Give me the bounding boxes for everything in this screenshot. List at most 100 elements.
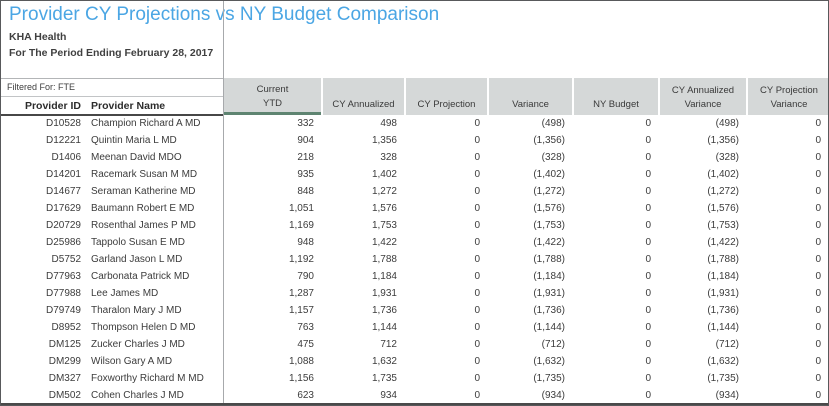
organization-name: KHA Health bbox=[9, 31, 67, 43]
provider-name-cell: Tharalon Mary J MD bbox=[91, 305, 182, 316]
column-header-cy-projection-variance[interactable]: CY Projection Variance bbox=[748, 78, 828, 115]
provider-id-cell: D14201 bbox=[45, 169, 81, 180]
provider-id-cell: D20729 bbox=[45, 220, 81, 231]
table-row[interactable]: D77988 Lee James MD 1,287 1,931 0 (1,931… bbox=[1, 285, 828, 302]
provider-name-cell: Carbonata Patrick MD bbox=[91, 271, 190, 282]
cy-annualized-cell: 1,753 bbox=[371, 220, 397, 231]
cy-annualized-variance-cell: (1,632) bbox=[707, 356, 739, 367]
cy-projection-variance-cell: 0 bbox=[815, 203, 821, 214]
provider-name-cell: Wilson Gary A MD bbox=[91, 356, 173, 367]
provider-id-cell: D12221 bbox=[45, 135, 81, 146]
variance-cell: (1,735) bbox=[533, 373, 565, 384]
current-ytd-cell: 1,156 bbox=[288, 373, 314, 384]
variance-cell: (1,402) bbox=[533, 169, 565, 180]
cy-annualized-cell: 1,422 bbox=[371, 237, 397, 248]
cy-annualized-variance-cell: (1,184) bbox=[707, 271, 739, 282]
variance-cell: (328) bbox=[541, 152, 565, 163]
cy-annualized-variance-cell: (1,402) bbox=[707, 169, 739, 180]
provider-id-cell: D5752 bbox=[51, 254, 81, 265]
cy-annualized-variance-cell: (1,931) bbox=[707, 288, 739, 299]
table-row[interactable]: D5752 Garland Jason L MD 1,192 1,788 0 (… bbox=[1, 251, 828, 268]
provider-name-cell: Tappolo Susan E MD bbox=[91, 237, 185, 248]
provider-name-cell: Seraman Katherine MD bbox=[91, 186, 196, 197]
current-ytd-cell: 1,192 bbox=[288, 254, 314, 265]
provider-name-cell: Quintin Maria L MD bbox=[91, 135, 177, 146]
table-row[interactable]: D14677 Seraman Katherine MD 848 1,272 0 … bbox=[1, 183, 828, 200]
cy-projection-cell: 0 bbox=[474, 237, 480, 248]
table-body: D10528 Champion Richard A MD 332 498 0 (… bbox=[1, 115, 828, 405]
table-row[interactable]: D14201 Racemark Susan M MD 935 1,402 0 (… bbox=[1, 166, 828, 183]
ny-budget-cell: 0 bbox=[645, 356, 651, 367]
column-header-current-ytd[interactable]: Current YTD bbox=[224, 78, 321, 115]
cy-annualized-cell: 1,184 bbox=[371, 271, 397, 282]
cy-annualized-cell: 1,402 bbox=[371, 169, 397, 180]
provider-name-cell: Foxworthy Richard M MD bbox=[91, 373, 204, 384]
cy-annualized-variance-cell: (712) bbox=[715, 339, 739, 350]
cy-annualized-variance-cell: (498) bbox=[715, 118, 739, 129]
table-row[interactable]: DM125 Zucker Charles J MD 475 712 0 (712… bbox=[1, 336, 828, 353]
table-row[interactable]: D8952 Thompson Helen D MD 763 1,144 0 (1… bbox=[1, 319, 828, 336]
provider-id-cell: D79749 bbox=[45, 305, 81, 316]
cy-annualized-cell: 934 bbox=[380, 390, 397, 401]
ny-budget-cell: 0 bbox=[645, 152, 651, 163]
current-ytd-cell: 848 bbox=[297, 186, 314, 197]
row-header-area: Filtered For: FTE Provider ID Provider N… bbox=[1, 78, 223, 116]
cy-projection-variance-cell: 0 bbox=[815, 254, 821, 265]
cy-annualized-cell: 1,931 bbox=[371, 288, 397, 299]
cy-projection-variance-cell: 0 bbox=[815, 305, 821, 316]
table-row[interactable]: D79749 Tharalon Mary J MD 1,157 1,736 0 … bbox=[1, 302, 828, 319]
table-row[interactable]: DM327 Foxworthy Richard M MD 1,156 1,735… bbox=[1, 370, 828, 387]
current-ytd-cell: 1,169 bbox=[288, 220, 314, 231]
variance-cell: (1,931) bbox=[533, 288, 565, 299]
provider-id-header[interactable]: Provider ID bbox=[24, 99, 81, 112]
provider-id-cell: D10528 bbox=[45, 118, 81, 129]
cy-projection-cell: 0 bbox=[474, 152, 480, 163]
table-row[interactable]: D25986 Tappolo Susan E MD 948 1,422 0 (1… bbox=[1, 234, 828, 251]
variance-cell: (1,356) bbox=[533, 135, 565, 146]
cy-projection-cell: 0 bbox=[474, 322, 480, 333]
column-header-variance[interactable]: Variance bbox=[489, 78, 572, 115]
current-ytd-cell: 1,088 bbox=[288, 356, 314, 367]
cy-annualized-variance-cell: (1,735) bbox=[707, 373, 739, 384]
table-row[interactable]: DM502 Cohen Charles J MD 623 934 0 (934)… bbox=[1, 387, 828, 404]
column-header-cy-annualized-variance[interactable]: CY Annualized Variance bbox=[660, 78, 746, 115]
cy-projection-cell: 0 bbox=[474, 373, 480, 384]
ny-budget-cell: 0 bbox=[645, 373, 651, 384]
cy-annualized-variance-cell: (934) bbox=[715, 390, 739, 401]
cy-projection-cell: 0 bbox=[474, 288, 480, 299]
column-header-area: Current YTD CY Annualized CY Projection … bbox=[224, 78, 828, 115]
provider-name-header[interactable]: Provider Name bbox=[91, 99, 166, 112]
column-header-cy-annualized[interactable]: CY Annualized bbox=[323, 78, 404, 115]
ny-budget-cell: 0 bbox=[645, 135, 651, 146]
variance-cell: (1,736) bbox=[533, 305, 565, 316]
column-header-ny-budget[interactable]: NY Budget bbox=[574, 78, 658, 115]
row-header-labels: Provider ID Provider Name bbox=[1, 97, 223, 116]
table-row[interactable]: D77963 Carbonata Patrick MD 790 1,184 0 … bbox=[1, 268, 828, 285]
cy-projection-cell: 0 bbox=[474, 220, 480, 231]
cy-projection-cell: 0 bbox=[474, 356, 480, 367]
table-row[interactable]: D1406 Meenan David MDO 218 328 0 (328) 0… bbox=[1, 149, 828, 166]
table-row[interactable]: D10528 Champion Richard A MD 332 498 0 (… bbox=[1, 115, 828, 132]
cy-projection-variance-cell: 0 bbox=[815, 237, 821, 248]
cy-projection-variance-cell: 0 bbox=[815, 322, 821, 333]
table-header: Filtered For: FTE Provider ID Provider N… bbox=[1, 78, 828, 116]
frozen-pane-divider[interactable] bbox=[223, 1, 224, 405]
cy-projection-variance-cell: 0 bbox=[815, 288, 821, 299]
cy-annualized-cell: 712 bbox=[380, 339, 397, 350]
column-header-cy-projection[interactable]: CY Projection bbox=[406, 78, 487, 115]
table-row[interactable]: DM299 Wilson Gary A MD 1,088 1,632 0 (1,… bbox=[1, 353, 828, 370]
variance-cell: (1,144) bbox=[533, 322, 565, 333]
variance-cell: (1,422) bbox=[533, 237, 565, 248]
variance-cell: (1,753) bbox=[533, 220, 565, 231]
ny-budget-cell: 0 bbox=[645, 339, 651, 350]
ny-budget-cell: 0 bbox=[645, 322, 651, 333]
table-row[interactable]: D12221 Quintin Maria L MD 904 1,356 0 (1… bbox=[1, 132, 828, 149]
cy-projection-variance-cell: 0 bbox=[815, 339, 821, 350]
table-row[interactable]: D20729 Rosenthal James P MD 1,169 1,753 … bbox=[1, 217, 828, 234]
cy-annualized-variance-cell: (1,272) bbox=[707, 186, 739, 197]
table-row[interactable]: D17629 Baumann Robert E MD 1,051 1,576 0… bbox=[1, 200, 828, 217]
cy-projection-variance-cell: 0 bbox=[815, 135, 821, 146]
current-ytd-cell: 790 bbox=[297, 271, 314, 282]
cy-projection-cell: 0 bbox=[474, 390, 480, 401]
